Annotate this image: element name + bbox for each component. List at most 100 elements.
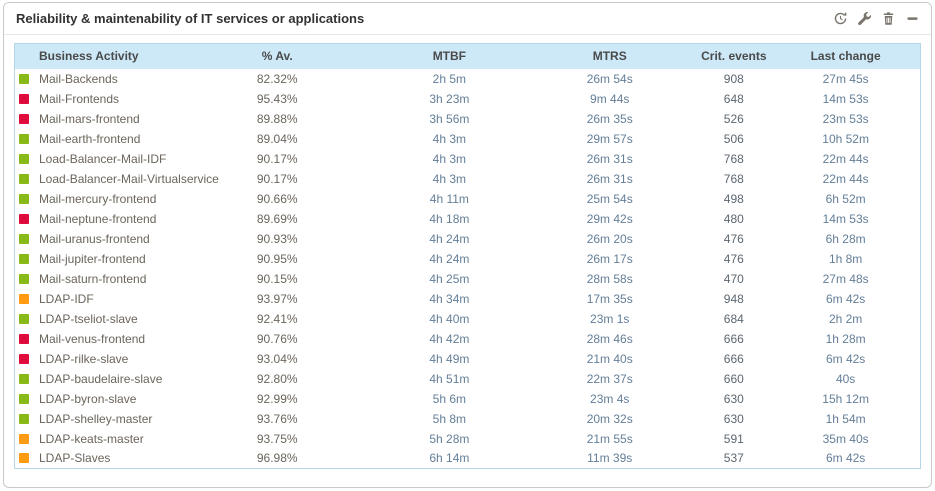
table-row[interactable]: Mail-earth-frontend 89.04% 4h 3m 29m 57s…: [14, 128, 921, 149]
mtrs-value: 28m 58s: [549, 268, 671, 289]
refresh-button[interactable]: [832, 10, 849, 27]
delete-button[interactable]: [880, 10, 897, 27]
business-activity-name: Mail-Backends: [39, 71, 118, 86]
mtbf-value: 4h 11m: [349, 188, 550, 209]
crit-events-value: 666: [670, 328, 798, 349]
crit-events-value: 476: [670, 248, 798, 269]
last-change-value: 2h 2m: [797, 308, 921, 329]
mtrs-value: 26m 54s: [549, 68, 671, 89]
availability-value: 96.98%: [204, 448, 350, 469]
table-row[interactable]: Mail-neptune-frontend 89.69% 4h 18m 29m …: [14, 208, 921, 229]
mtrs-value: 26m 20s: [549, 228, 671, 249]
status-square: [19, 313, 29, 324]
crit-events-value: 660: [670, 368, 798, 389]
last-change-value: 22m 44s: [797, 168, 921, 189]
widget-panel: Reliability & maintenability of IT servi…: [3, 2, 932, 488]
mtbf-value: 3h 23m: [349, 88, 550, 109]
business-activity-name: Mail-mercury-frontend: [39, 191, 157, 206]
business-activity-name: Mail-earth-frontend: [39, 131, 141, 146]
mtbf-value: 4h 25m: [349, 268, 550, 289]
minimize-button[interactable]: [904, 10, 921, 27]
business-activity-name: LDAP-tseliot-slave: [39, 311, 138, 326]
table-row[interactable]: LDAP-IDF 93.97% 4h 34m 17m 35s 948 6m 42…: [14, 288, 921, 309]
trash-icon: [881, 11, 896, 26]
last-change-value: 35m 40s: [797, 428, 921, 449]
column-header-mtrs: MTRS: [549, 43, 671, 69]
last-change-value: 1h 8m: [797, 248, 921, 269]
last-change-value: 6h 28m: [797, 228, 921, 249]
business-activity-name: LDAP-baudelaire-slave: [39, 371, 163, 386]
availability-value: 89.69%: [204, 208, 350, 229]
business-activity-name: Mail-Frontends: [39, 91, 120, 106]
business-activity-name: Mail-mars-frontend: [39, 111, 140, 126]
mtbf-value: 4h 24m: [349, 228, 550, 249]
mtbf-value: 2h 5m: [349, 68, 550, 89]
mtrs-value: 17m 35s: [549, 288, 671, 309]
table-row[interactable]: Mail-mercury-frontend 90.66% 4h 11m 25m …: [14, 188, 921, 209]
crit-events-value: 666: [670, 348, 798, 369]
status-square: [19, 73, 29, 84]
crit-events-value: 768: [670, 148, 798, 169]
mtrs-value: 29m 57s: [549, 128, 671, 149]
availability-value: 93.97%: [204, 288, 350, 309]
availability-value: 92.80%: [204, 368, 350, 389]
availability-value: 89.04%: [204, 128, 350, 149]
mtrs-value: 25m 54s: [549, 188, 671, 209]
status-square: [19, 393, 29, 404]
status-square: [19, 193, 29, 204]
table-row[interactable]: Mail-uranus-frontend 90.93% 4h 24m 26m 2…: [14, 228, 921, 249]
business-activity-name: LDAP-rilke-slave: [39, 351, 129, 366]
status-square: [19, 153, 29, 164]
crit-events-value: 768: [670, 168, 798, 189]
crit-events-value: 630: [670, 408, 798, 429]
crit-events-value: 908: [670, 68, 798, 89]
status-square: [19, 113, 29, 124]
table-row[interactable]: LDAP-Slaves 96.98% 6h 14m 11m 39s 537 6m…: [14, 448, 921, 469]
last-change-value: 27m 48s: [797, 268, 921, 289]
table-row[interactable]: Load-Balancer-Mail-IDF 90.17% 4h 3m 26m …: [14, 148, 921, 169]
wrench-icon: [857, 11, 872, 26]
ba-table-container: Business Activity % Av. MTBF MTRS Crit. …: [14, 43, 921, 469]
last-change-value: 6m 42s: [797, 348, 921, 369]
status-square: [19, 333, 29, 344]
last-change-value: 15h 12m: [797, 388, 921, 409]
table-row[interactable]: LDAP-byron-slave 92.99% 5h 6m 23m 4s 630…: [14, 388, 921, 409]
mtrs-value: 28m 46s: [549, 328, 671, 349]
last-change-value: 40s: [797, 368, 921, 389]
configure-button[interactable]: [856, 10, 873, 27]
crit-events-value: 470: [670, 268, 798, 289]
business-activity-name: Mail-venus-frontend: [39, 331, 146, 346]
mtbf-value: 5h 6m: [349, 388, 550, 409]
mtbf-value: 5h 28m: [349, 428, 550, 449]
mtbf-value: 4h 51m: [349, 368, 550, 389]
business-activity-name: LDAP-byron-slave: [39, 391, 137, 406]
mtbf-value: 4h 24m: [349, 248, 550, 269]
last-change-value: 6m 42s: [797, 288, 921, 309]
table-row[interactable]: Mail-Backends 82.32% 2h 5m 26m 54s 908 2…: [14, 68, 921, 89]
table-row[interactable]: LDAP-rilke-slave 93.04% 4h 49m 21m 40s 6…: [14, 348, 921, 369]
table-row[interactable]: Mail-venus-frontend 90.76% 4h 42m 28m 46…: [14, 328, 921, 349]
table-row[interactable]: Mail-mars-frontend 89.88% 3h 56m 26m 35s…: [14, 108, 921, 129]
mtbf-value: 5h 8m: [349, 408, 550, 429]
column-header-crit-events: Crit. events: [670, 43, 798, 69]
refresh-clock-icon: [833, 11, 848, 26]
crit-events-value: 480: [670, 208, 798, 229]
table-row[interactable]: LDAP-keats-master 93.75% 5h 28m 21m 55s …: [14, 428, 921, 449]
status-square: [19, 373, 29, 384]
table-row[interactable]: LDAP-baudelaire-slave 92.80% 4h 51m 22m …: [14, 368, 921, 389]
table-row[interactable]: LDAP-tseliot-slave 92.41% 4h 40m 23m 1s …: [14, 308, 921, 329]
crit-events-value: 648: [670, 88, 798, 109]
table-row[interactable]: Mail-Frontends 95.43% 3h 23m 9m 44s 648 …: [14, 88, 921, 109]
availability-value: 92.99%: [204, 388, 350, 409]
table-row[interactable]: LDAP-shelley-master 93.76% 5h 8m 20m 32s…: [14, 408, 921, 429]
table-row[interactable]: Load-Balancer-Mail-Virtualservice 90.17%…: [14, 168, 921, 189]
table-row[interactable]: Mail-jupiter-frontend 90.95% 4h 24m 26m …: [14, 248, 921, 269]
table-row[interactable]: Mail-saturn-frontend 90.15% 4h 25m 28m 5…: [14, 268, 921, 289]
status-square: [19, 213, 29, 224]
crit-events-value: 684: [670, 308, 798, 329]
widget-title: Reliability & maintenability of IT servi…: [16, 11, 365, 26]
crit-events-value: 948: [670, 288, 798, 309]
status-square: [19, 413, 29, 424]
column-header-last-change: Last change: [797, 43, 921, 69]
business-activity-name: Mail-jupiter-frontend: [39, 251, 146, 266]
